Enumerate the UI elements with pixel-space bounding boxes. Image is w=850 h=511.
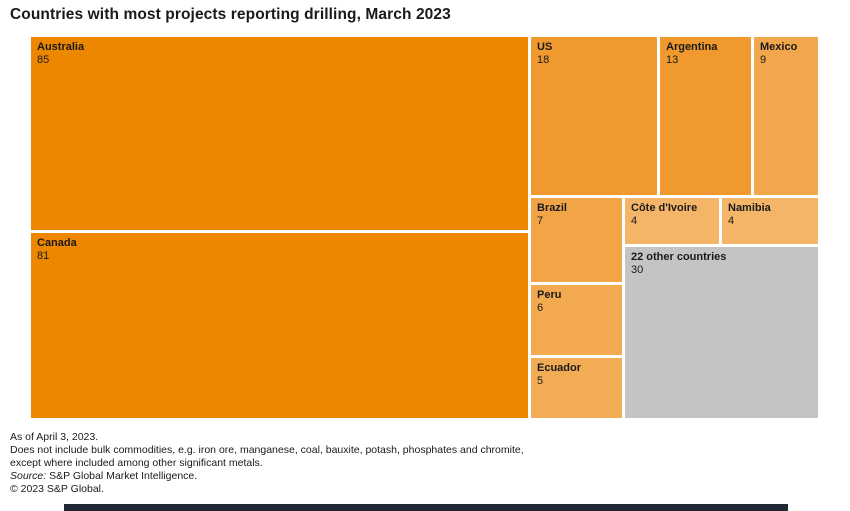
treemap-cell-peru: Peru 6 xyxy=(531,285,622,355)
treemap-cell-australia: Australia 85 xyxy=(31,37,528,230)
treemap-cell-canada: Canada 81 xyxy=(31,233,528,418)
cell-value: 5 xyxy=(537,375,544,387)
treemap-cell-mexico: Mexico 9 xyxy=(754,37,818,195)
cell-value: 30 xyxy=(631,264,644,276)
cell-value: 4 xyxy=(728,215,735,227)
cell-label: Brazil xyxy=(537,202,567,214)
footnote-exclusions-line1: Does not include bulk commodities, e.g. … xyxy=(10,444,524,456)
cell-label: Namibia xyxy=(728,202,771,214)
source-text: S&P Global Market Intelligence. xyxy=(49,470,198,482)
source-label: Source: xyxy=(10,470,47,482)
cell-value: 13 xyxy=(666,54,679,66)
cell-value: 4 xyxy=(631,215,638,227)
chart-footnotes: As of April 3, 2023. Does not include bu… xyxy=(10,431,524,496)
treemap-cell-argentina: Argentina 13 xyxy=(660,37,751,195)
treemap-cell-22-other-countries: 22 other countries 30 xyxy=(625,247,818,418)
cell-value: 7 xyxy=(537,215,544,227)
cell-label: Mexico xyxy=(760,41,798,53)
treemap-cell-namibia: Namibia 4 xyxy=(722,198,818,244)
cell-value: 9 xyxy=(760,54,767,66)
cell-label: Canada xyxy=(37,237,77,249)
treemap-cell-brazil: Brazil 7 xyxy=(531,198,622,282)
footnote-exclusions-line2: except where included among other signif… xyxy=(10,457,263,469)
cell-value: 85 xyxy=(37,54,50,66)
bottom-bar xyxy=(64,504,788,511)
cell-label: Argentina xyxy=(666,41,718,53)
chart-title: Countries with most projects reporting d… xyxy=(10,6,451,23)
cell-label: Ecuador xyxy=(537,362,582,374)
treemap-cell-c-te-d-ivoire: Côte d'Ivoire 4 xyxy=(625,198,719,244)
footnote-as-of: As of April 3, 2023. xyxy=(10,431,99,443)
footnote-copyright: © 2023 S&P Global. xyxy=(10,483,104,495)
cell-value: 81 xyxy=(37,250,50,262)
footnote-source: Source: S&P Global Market Intelligence. xyxy=(10,470,524,483)
cell-label: 22 other countries xyxy=(631,251,727,263)
cell-label: Peru xyxy=(537,289,562,301)
treemap-cell-ecuador: Ecuador 5 xyxy=(531,358,622,418)
cell-value: 18 xyxy=(537,54,550,66)
cell-label: Australia xyxy=(37,41,85,53)
treemap-cell-us: US 18 xyxy=(531,37,657,195)
cell-value: 6 xyxy=(537,302,544,314)
cell-label: US xyxy=(537,41,553,53)
cell-label: Côte d'Ivoire xyxy=(631,202,698,214)
